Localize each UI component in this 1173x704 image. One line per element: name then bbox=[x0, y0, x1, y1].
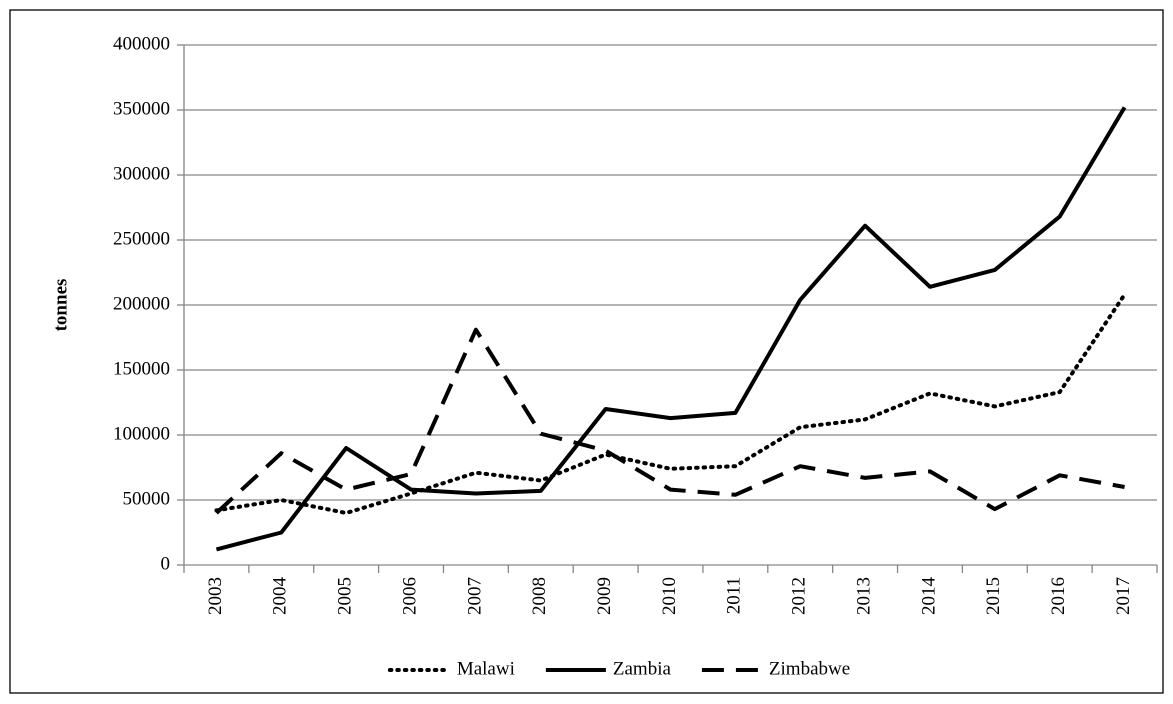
data-line bbox=[215, 106, 1127, 552]
y-tick-label: 50000 bbox=[123, 488, 171, 509]
legend-label: Zambia bbox=[613, 658, 672, 679]
x-tick-label: 2005 bbox=[335, 577, 356, 615]
x-tick-label: 2004 bbox=[270, 577, 291, 616]
x-tick-label: 2012 bbox=[789, 577, 810, 615]
x-tick-label: 2008 bbox=[529, 577, 550, 615]
data-line bbox=[214, 292, 1127, 515]
legend-label: Malawi bbox=[457, 658, 515, 679]
x-tick-label: 2014 bbox=[918, 577, 939, 616]
data-line bbox=[215, 327, 1125, 515]
x-tick-label: 2009 bbox=[594, 577, 615, 615]
x-tick-label: 2017 bbox=[1113, 577, 1134, 615]
y-tick-label: 200000 bbox=[113, 293, 170, 314]
x-tick-label: 2003 bbox=[205, 577, 226, 615]
x-tick-label: 2015 bbox=[983, 577, 1004, 615]
x-tick-label: 2013 bbox=[853, 577, 874, 615]
y-tick-label: 350000 bbox=[113, 98, 170, 119]
y-tick-label: 400000 bbox=[113, 33, 170, 54]
x-tick-label: 2006 bbox=[399, 577, 420, 615]
x-tick-label: 2010 bbox=[659, 577, 680, 615]
x-tick-label: 2011 bbox=[724, 577, 745, 614]
x-tick-label: 2016 bbox=[1048, 577, 1069, 615]
y-tick-label: 300000 bbox=[113, 163, 170, 184]
y-tick-label: 150000 bbox=[113, 358, 170, 379]
legend-label: Zimbabwe bbox=[769, 658, 850, 679]
y-tick-label: 100000 bbox=[113, 423, 170, 444]
y-tick-label: 0 bbox=[161, 553, 171, 574]
y-axis-label: tonnes bbox=[50, 279, 71, 332]
x-tick-label: 2007 bbox=[464, 577, 485, 615]
chart-frame bbox=[9, 9, 1164, 694]
y-tick-label: 250000 bbox=[113, 228, 170, 249]
